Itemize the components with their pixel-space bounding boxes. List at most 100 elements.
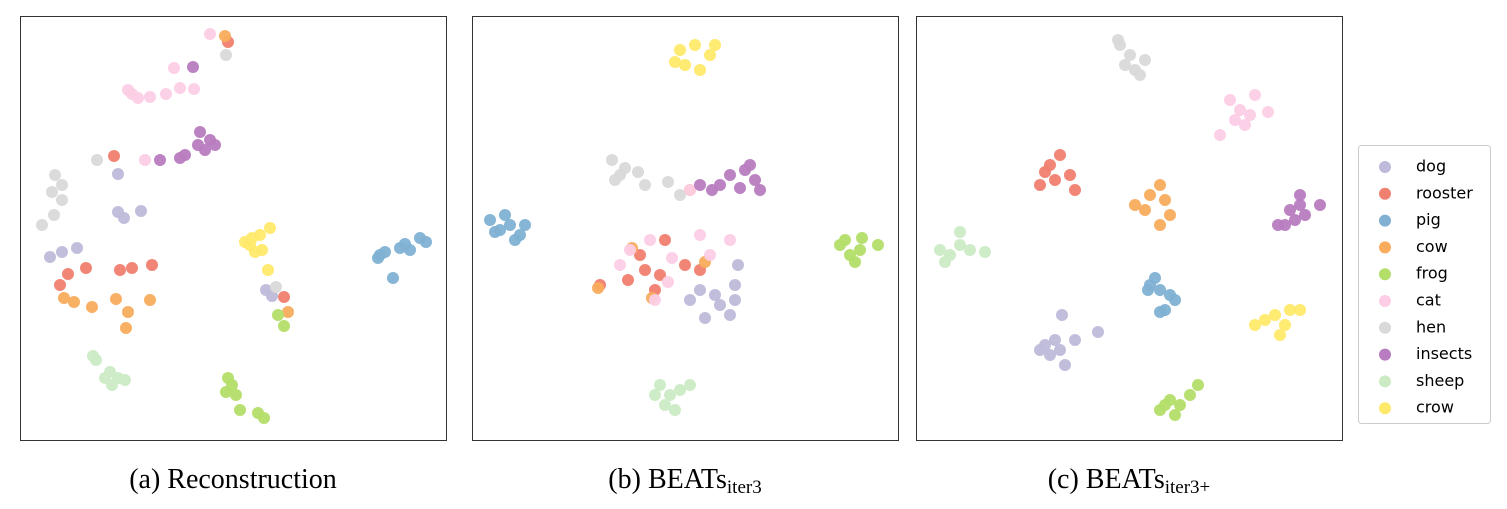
legend-label: cow [1416, 237, 1448, 256]
point [254, 229, 266, 241]
point [849, 256, 861, 268]
point [754, 184, 766, 196]
point [1249, 89, 1261, 101]
point [1284, 304, 1296, 316]
point [1034, 179, 1046, 191]
point [1064, 169, 1076, 181]
point [1174, 399, 1186, 411]
point [724, 234, 736, 246]
legend-label: hen [1416, 317, 1446, 336]
point [1119, 59, 1131, 71]
caption: (a) Reconstruction [129, 464, 337, 495]
point [119, 374, 131, 386]
point [56, 179, 68, 191]
point [1229, 114, 1241, 126]
point [634, 249, 646, 261]
point [264, 222, 276, 234]
point [36, 219, 48, 231]
legend-marker [1379, 375, 1391, 388]
point [674, 384, 686, 396]
point [49, 169, 61, 181]
point [244, 239, 256, 251]
point [749, 174, 761, 186]
point [46, 186, 58, 198]
point [1142, 284, 1154, 296]
point [499, 209, 511, 221]
point [220, 49, 232, 61]
point [270, 281, 282, 293]
point [679, 259, 691, 271]
point [71, 242, 83, 254]
point [694, 64, 706, 76]
point [724, 309, 736, 321]
point [160, 88, 172, 100]
point [489, 226, 501, 238]
point [706, 184, 718, 196]
point [1144, 189, 1156, 201]
point [644, 234, 656, 246]
point [592, 282, 604, 294]
point [144, 91, 156, 103]
point [729, 279, 741, 291]
plot-frame [20, 16, 447, 441]
point [54, 279, 66, 291]
point [484, 214, 496, 226]
caption-text: BEATs [1086, 464, 1165, 495]
point [1049, 174, 1061, 186]
point [91, 154, 103, 166]
plot-frame [472, 16, 899, 441]
point [1284, 204, 1296, 216]
point [1289, 214, 1301, 226]
point [1069, 334, 1081, 346]
point [1234, 104, 1246, 116]
point [192, 139, 204, 151]
point [839, 234, 851, 246]
point [1259, 314, 1271, 326]
point [1139, 54, 1151, 66]
point [1214, 129, 1226, 141]
legend-marker [1379, 321, 1391, 334]
point [420, 236, 432, 248]
point [90, 354, 102, 366]
point [504, 219, 516, 231]
point [694, 229, 706, 241]
point [135, 205, 147, 217]
point [614, 259, 626, 271]
point [122, 306, 134, 318]
legend-marker [1379, 348, 1391, 361]
point [118, 212, 130, 224]
point [704, 249, 716, 261]
point [709, 39, 721, 51]
point [662, 176, 674, 188]
point [122, 84, 134, 96]
point [234, 404, 246, 416]
point [278, 291, 290, 303]
point [209, 139, 221, 151]
point [44, 251, 56, 263]
point [1059, 359, 1071, 371]
legend-marker [1379, 187, 1391, 200]
point [282, 306, 294, 318]
point [662, 276, 674, 288]
point [1274, 329, 1286, 341]
point [1139, 204, 1151, 216]
point [1134, 69, 1146, 81]
point [964, 244, 976, 256]
point [1054, 344, 1066, 356]
point [624, 244, 636, 256]
point [1314, 199, 1326, 211]
point [639, 264, 651, 276]
point [954, 239, 966, 251]
point [659, 234, 671, 246]
point [1169, 409, 1181, 421]
point [669, 404, 681, 416]
point [654, 269, 666, 281]
point [1154, 306, 1166, 318]
point [1049, 334, 1061, 346]
point [194, 126, 206, 138]
point [714, 299, 726, 311]
legend-marker [1379, 295, 1391, 307]
point [1269, 309, 1281, 321]
point [120, 322, 132, 334]
